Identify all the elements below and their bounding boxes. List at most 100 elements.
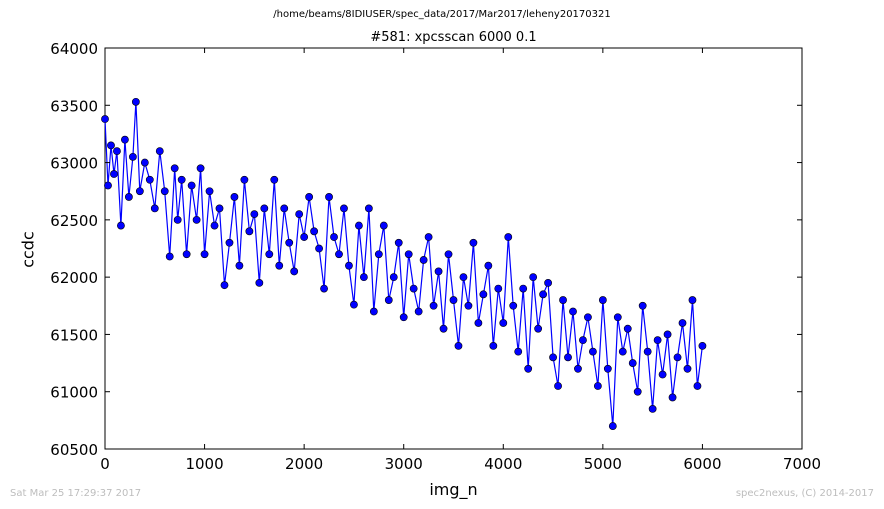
data-point [603,364,612,373]
data-point [345,261,353,270]
x-tick-label: 0 [100,455,110,473]
y-tick-label: 63000 [50,155,98,173]
data-point [608,422,617,430]
data-point [177,175,186,184]
x-tick-label: 1000 [185,455,223,473]
data-point [648,404,657,413]
data-point [474,319,483,327]
data-point [414,307,423,316]
data-point [220,281,229,290]
data-point [165,252,174,261]
data-point [653,336,662,345]
data-point [315,244,323,253]
axes-box [104,47,803,450]
data-point [113,147,121,156]
data-point [320,284,328,293]
data-point [524,364,533,373]
data-point [698,341,707,350]
data-point [539,290,548,299]
data-point [683,364,692,373]
file-path-title: /home/beams/8IDIUSER/spec_data/2017/Mar2… [273,9,611,20]
x-tick-label: 5000 [584,455,622,473]
data-point [128,152,137,161]
x-tick-label: 2000 [285,455,323,473]
data-point [290,267,299,276]
data-point [564,353,572,362]
data-point [484,261,493,270]
data-point [499,319,508,327]
data-point [444,250,453,259]
data-point [124,193,133,201]
data-point [569,307,577,316]
data-point [330,233,338,241]
data-point [519,284,528,293]
data-point [449,296,458,304]
data-point [554,382,562,390]
y-tick-label: 60500 [50,441,98,459]
data-point [110,170,118,178]
data-point [598,296,607,304]
data-point [295,210,304,219]
data-point [399,313,408,322]
data-point [668,393,677,402]
data-point [613,313,622,322]
data-point [439,324,448,333]
x-axis-label: img_n [429,480,478,499]
y-tick-label: 62000 [50,269,98,287]
data-point [335,250,343,259]
data-point [638,301,647,310]
data-point [104,181,112,190]
data-point [643,347,652,356]
y-tick-label: 62500 [50,212,98,230]
y-tick-label: 61000 [50,384,98,402]
data-point [121,135,129,144]
data-point [514,347,523,356]
data-point [192,215,201,224]
data-point [529,273,538,282]
data-point [196,164,205,173]
data-point [409,284,418,293]
data-point [210,221,219,230]
data-point [300,233,309,241]
data-point [155,147,164,156]
y-tick-label: 64000 [50,40,98,58]
data-point [275,261,284,270]
x-tick-label: 4000 [484,455,522,473]
data-point [280,204,289,213]
data-point [265,250,274,259]
data-point [340,204,348,213]
data-point [250,210,259,219]
data-point [579,336,587,345]
data-point [544,278,552,287]
y-tick-label: 61500 [50,326,98,344]
data-point [394,238,403,247]
series-layer [101,97,707,430]
data-point [584,313,592,322]
data-point [504,233,513,241]
x-tick-label: 6000 [683,455,721,473]
credit-footer: spec2nexus, (C) 2014-2017 [735,488,874,499]
data-point [255,278,264,287]
data-point [663,330,672,339]
data-point [633,387,642,396]
data-point [374,250,383,259]
data-point [182,250,191,259]
x-tick-label: 3000 [385,455,423,473]
data-point [593,382,602,390]
data-point [549,353,557,362]
data-point [107,141,115,150]
data-point [384,296,393,304]
data-point [623,324,632,333]
data-point [404,250,413,259]
data-point [150,204,159,213]
data-point [240,175,249,184]
data-point [628,359,637,367]
data-point [389,273,398,282]
data-point [310,227,318,236]
plot-area [104,47,803,450]
data-point [658,370,667,379]
data-point [305,193,314,201]
data-point [140,158,149,167]
data-point [285,238,294,247]
